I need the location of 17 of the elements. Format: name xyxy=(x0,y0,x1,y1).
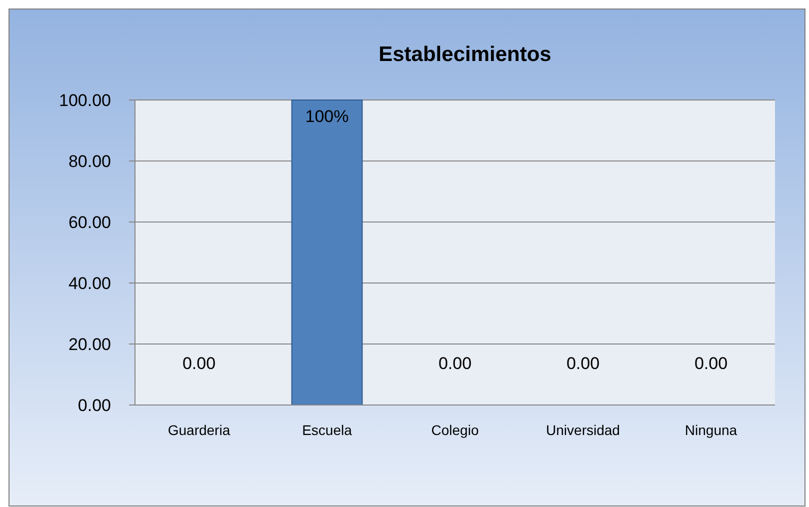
data-label: 0.00 xyxy=(694,354,728,373)
x-tick-label: Ninguna xyxy=(684,422,738,438)
x-tick-label: Universidad xyxy=(546,422,620,438)
data-label: 100% xyxy=(305,107,349,126)
y-tick-label: 0.00 xyxy=(78,396,111,415)
x-tick-label: Colegio xyxy=(431,422,479,438)
data-label: 0.00 xyxy=(438,354,472,373)
x-tick-label: Escuela xyxy=(302,422,352,438)
x-tick-label: Guarderia xyxy=(168,422,230,438)
y-tick-label: 60.00 xyxy=(68,212,111,232)
y-tick-label: 80.00 xyxy=(68,152,111,171)
data-label: 0.00 xyxy=(566,354,600,373)
y-tick-label: 100.00 xyxy=(59,90,111,110)
y-tick-label: 20.00 xyxy=(68,334,111,354)
y-tick-label: 40.00 xyxy=(68,274,111,293)
chart-title: Establecimientos xyxy=(378,43,552,66)
data-label: 0.00 xyxy=(182,354,216,373)
